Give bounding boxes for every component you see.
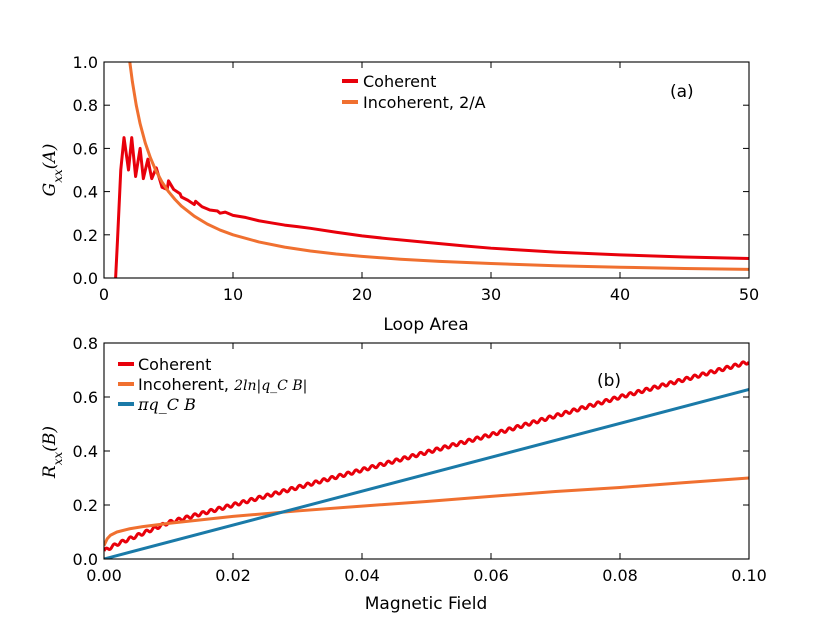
panel-b-y-ticks: 0.0 0.2 0.4 0.6 0.8 (73, 334, 749, 569)
panel-a-ytick-label: 0.2 (73, 226, 98, 245)
panel-b-series-2-line (104, 387, 749, 559)
panel-b-series-1-line (104, 476, 749, 547)
panel-b-ytick-label: 0.8 (73, 334, 98, 353)
panel-b-legend-label-incoherent: Incoherent, 2ln|q_C B| (138, 375, 307, 394)
panel-b-legend-label-linear: πq_C B (137, 395, 196, 414)
panel-b-xlabel: Magnetic Field (365, 594, 488, 614)
panel-a-ytick-label: 0.6 (73, 139, 98, 158)
panel-a-ylabel-argument: (A) (40, 144, 60, 170)
panel-b-xtick-label: 0.04 (344, 566, 380, 585)
panel-a-legend-label-incoherent: Incoherent, 2/A (363, 93, 486, 112)
panel-a-series (114, 62, 749, 278)
panel-a-ytick-label: 1.0 (73, 53, 98, 72)
panel-a-ylabel: Gxx(A) (40, 144, 65, 197)
panel-b-xtick-label: 0.08 (602, 566, 638, 585)
panel-b-x-ticks: 0.00 0.02 0.04 0.06 0.08 0.10 (86, 343, 767, 585)
panel-a-label: (a) (670, 82, 694, 102)
panel-b-ylabel-argument: (B) (40, 426, 60, 452)
panel-b-xtick-label: 0.02 (215, 566, 251, 585)
panel-a-xtick-label: 0 (99, 285, 109, 304)
panel-b-label: (b) (597, 371, 621, 391)
panel-b-series (104, 360, 749, 559)
panel-a-ytick-label: 0.8 (73, 96, 98, 115)
panel-b-ylabel: Rxx(B) (40, 426, 65, 479)
panel-a-ytick-label: 0.4 (73, 183, 98, 202)
panel-a-xtick-label: 20 (352, 285, 372, 304)
panel-b-legend-incoherent-name: Incoherent, (138, 375, 229, 394)
panel-b-legend-label-coherent: Coherent (138, 355, 211, 374)
panel-b-ylabel-subscript: xx (51, 451, 65, 465)
panel-b-ytick-label: 0.0 (73, 550, 98, 569)
panel-a-xtick-label: 30 (481, 285, 501, 304)
panel-a-xlabel: Loop Area (383, 315, 468, 335)
panel-b-ytick-label: 0.4 (73, 442, 98, 461)
panel-b-legend-incoherent-formula: 2ln|q_C B| (233, 378, 307, 394)
panel-a-ylabel-symbol: G (40, 183, 60, 197)
panel-b-ylabel-symbol: R (40, 465, 60, 479)
panel-a-series-1-line (128, 62, 749, 271)
panel-a-legend-label-coherent: Coherent (363, 72, 436, 91)
panel-a-y-ticks: 0.0 0.2 0.4 0.6 0.8 1.0 (73, 53, 749, 288)
panel-a-ytick-label: 0.0 (73, 269, 98, 288)
panel-b-series-0-line (104, 360, 749, 552)
panel-a-legend: Coherent Incoherent, 2/A (342, 72, 486, 112)
panel-a-xtick-label: 40 (610, 285, 630, 304)
panel-a-frame (103, 61, 750, 279)
panel-a-xtick-label: 10 (223, 285, 243, 304)
panel-a-x-ticks: 0 10 20 30 40 50 (99, 62, 759, 304)
panel-b-xtick-label: 0.10 (731, 566, 767, 585)
panel-b: 0.00 0.02 0.04 0.06 0.08 0.10 0.0 0.2 0.4 0.6 0.8… (40, 334, 767, 614)
panel-a: 0 10 20 30 40 50 0.0 0.2 0.4 0.6 0.8 1.0 Loop Area… (40, 53, 759, 335)
panel-b-ytick-label: 0.6 (73, 388, 98, 407)
panel-a-ylabel-subscript: xx (51, 169, 65, 183)
panel-b-xtick-label: 0.06 (473, 566, 509, 585)
panel-b-xtick-label: 0.00 (86, 566, 122, 585)
panel-b-legend: Coherent Incoherent, 2ln|q_C B| πq_C B (118, 355, 307, 414)
panel-a-xtick-label: 50 (739, 285, 759, 304)
panel-a-series-0-line (114, 136, 749, 278)
panel-b-ytick-label: 0.2 (73, 496, 98, 515)
